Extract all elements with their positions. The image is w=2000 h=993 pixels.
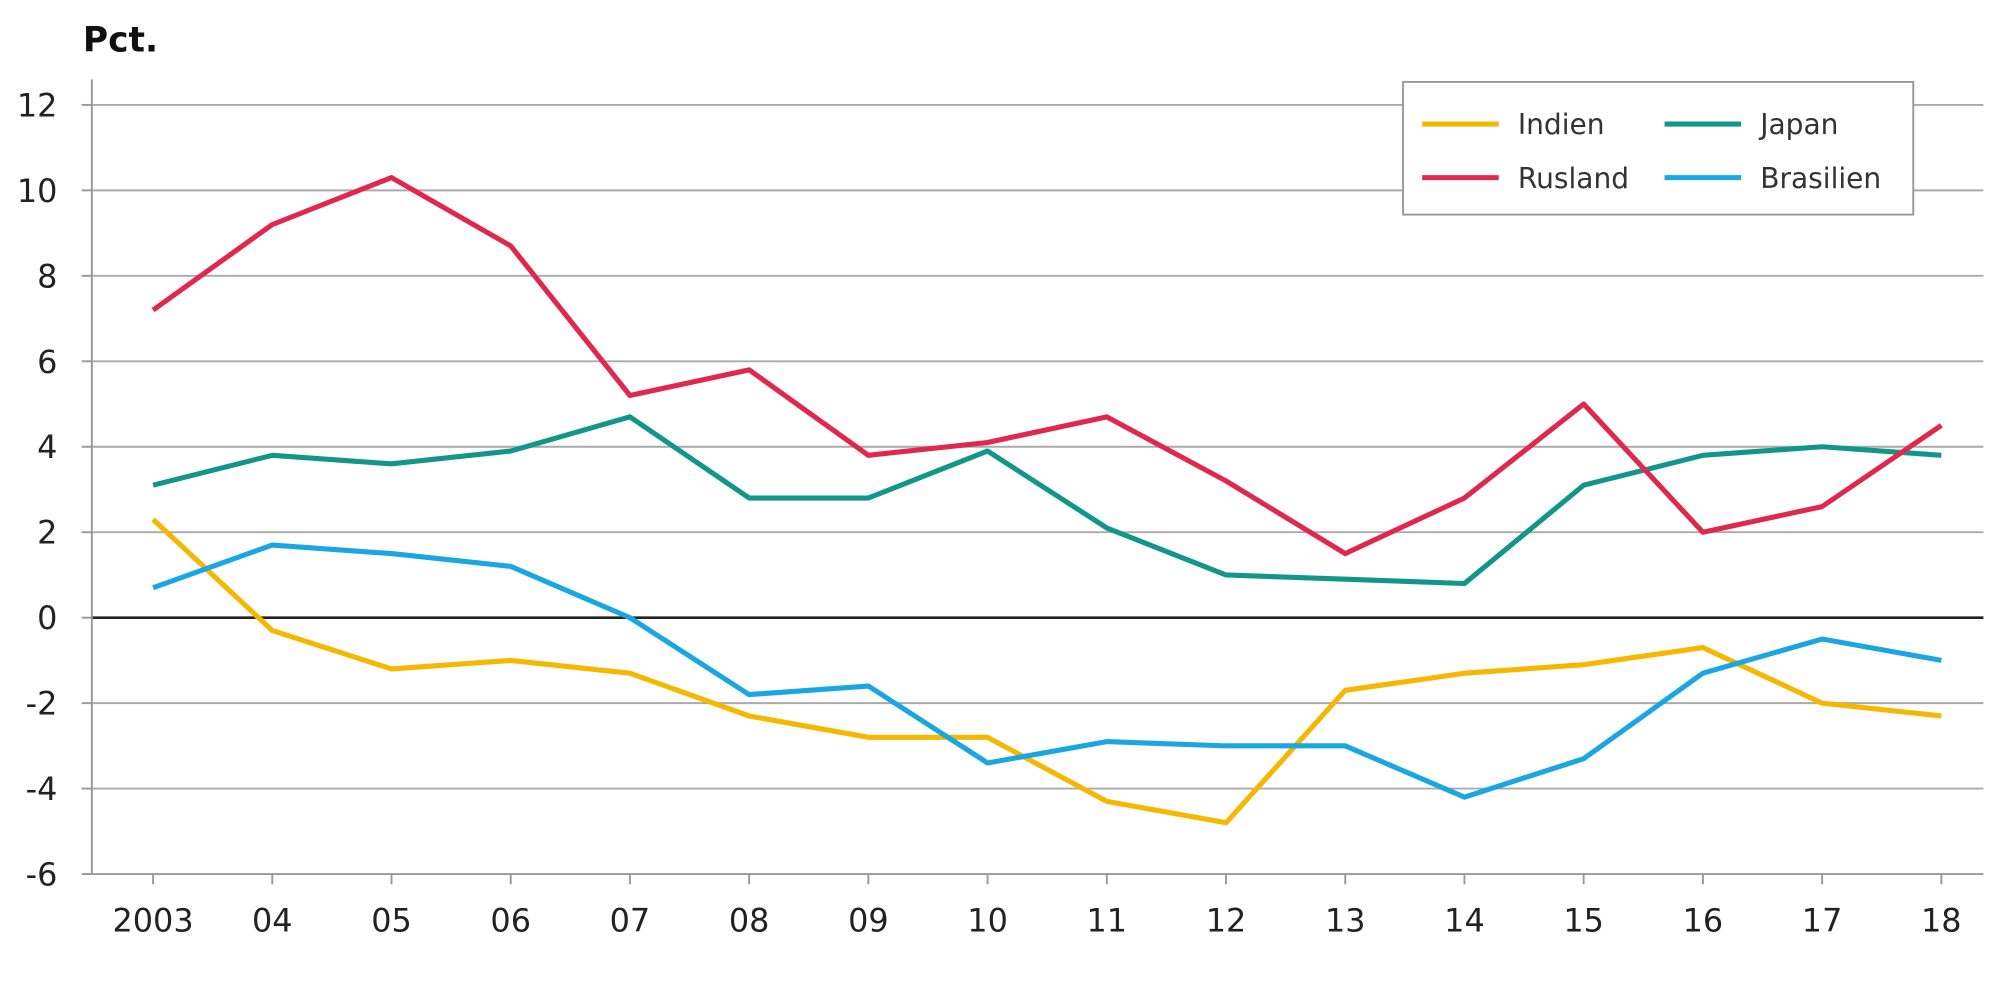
x-tick-label: 08 — [729, 901, 770, 939]
x-tick-label: 09 — [848, 901, 889, 939]
legend-label-japan: Japan — [1758, 108, 1838, 141]
x-tick-label: 15 — [1563, 901, 1604, 939]
y-tick-labels: 12 10 8 6 4 2 0 -2 -4 -6 — [17, 86, 58, 893]
x-tick-label: 2003 — [112, 901, 193, 939]
x-tick-label: 11 — [1087, 901, 1128, 939]
x-tick-labels: 2003 04 05 06 07 08 09 10 11 12 13 14 15 16 17 18 — [112, 901, 1961, 939]
legend-label-brasilien: Brasilien — [1760, 162, 1881, 195]
x-tick-label: 18 — [1921, 901, 1962, 939]
y-tick-label: 8 — [37, 257, 57, 295]
y-tick-label: 4 — [37, 428, 57, 466]
series-line-rusland — [151, 175, 1943, 557]
y-tick-label: 2 — [37, 514, 57, 552]
gridlines — [81, 79, 1984, 885]
series-line-brasilien — [152, 542, 1942, 800]
series-lines — [151, 175, 1943, 826]
series-line-indien — [151, 517, 1942, 826]
legend-label-indien: Indien — [1518, 108, 1605, 141]
x-tick-label: 05 — [371, 901, 412, 939]
y-tick-label: 0 — [37, 599, 57, 637]
y-tick-label: 10 — [17, 172, 58, 210]
x-tick-label: 12 — [1206, 901, 1247, 939]
x-tick-label: 10 — [967, 901, 1008, 939]
x-tick-label: 13 — [1325, 901, 1366, 939]
x-tick-label: 07 — [610, 901, 651, 939]
y-tick-label: -2 — [26, 685, 58, 723]
legend: Indien Japan Rusland Brasilien — [1402, 81, 1915, 216]
x-tick-label: 04 — [252, 901, 293, 939]
x-tick-label: 14 — [1444, 901, 1485, 939]
x-tick-label: 06 — [490, 901, 531, 939]
y-tick-label: 12 — [17, 86, 58, 124]
y-tick-label: 6 — [37, 343, 57, 381]
x-tick-label: 17 — [1802, 901, 1843, 939]
legend-label-rusland: Rusland — [1518, 162, 1629, 195]
x-tick-label: 16 — [1683, 901, 1724, 939]
legend-box — [1402, 81, 1915, 216]
y-tick-label: -4 — [26, 770, 58, 808]
y-tick-label: -6 — [26, 856, 58, 894]
y-axis-unit-label: Pct. — [83, 20, 158, 60]
